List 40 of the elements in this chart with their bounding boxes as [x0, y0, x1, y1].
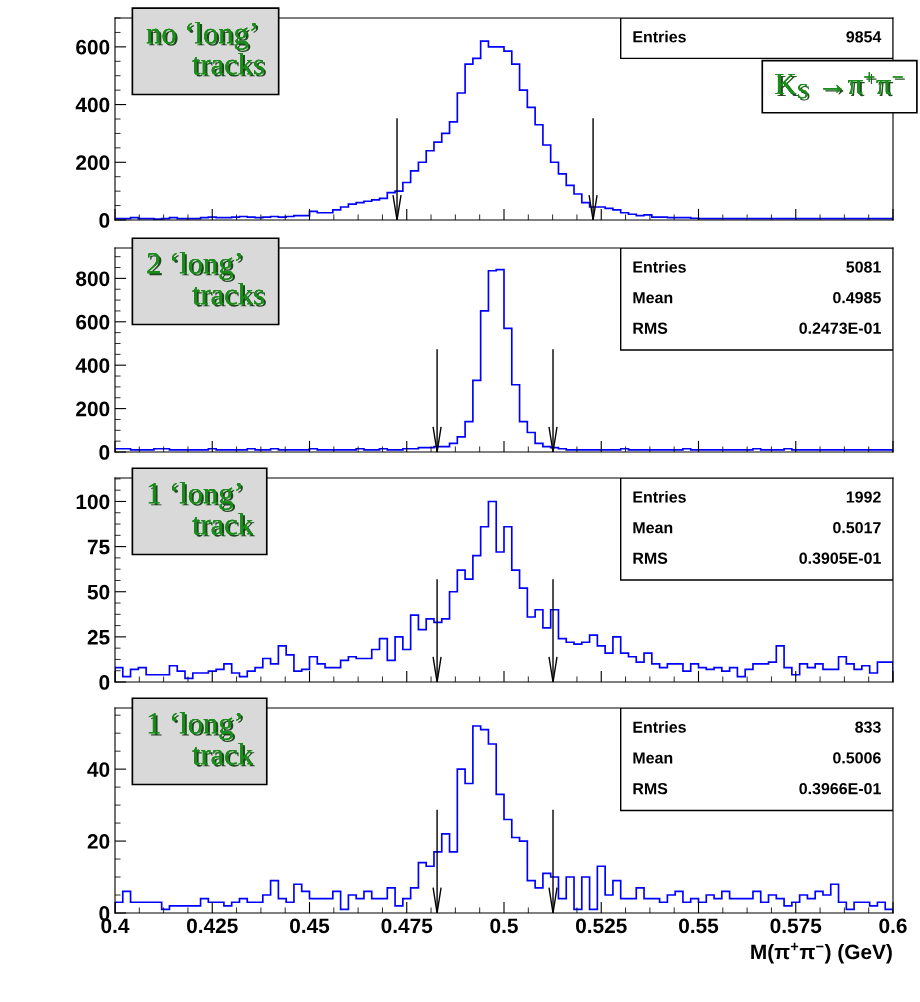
y-tick-label: 600 [76, 314, 110, 330]
x-tick-label: 0.5 [490, 918, 518, 934]
text: RMS 0.3905E-01 [633, 552, 881, 564]
y-tick-label: 400 [75, 358, 110, 373]
y-tick-label: 20 [87, 834, 110, 849]
x-tick-label: 0.475 [381, 918, 433, 934]
text: K$_{S}$ →π$^{+}$π$^{−}$ [775, 72, 905, 101]
text: Mean 0.4985 [633, 291, 881, 304]
y-tick-label: 200 [76, 401, 110, 417]
text: Mean 0.5017 [633, 521, 881, 534]
y-tick-label: 0 [99, 213, 110, 228]
x-tick-label: 0.55 [679, 918, 719, 934]
chart-title: no ‘long’ tracks [146, 22, 266, 77]
y-tick-label: 800 [76, 271, 110, 287]
text: RMS 0.3966E-01 [633, 782, 881, 795]
y-tick-label: 600 [76, 39, 110, 55]
chart-title: 1 ‘long’ track [148, 482, 256, 537]
x-tick-label: 0.45 [290, 918, 330, 934]
y-tick-label: 0 [99, 675, 110, 690]
y-tick-label: 100 [76, 494, 110, 510]
text: Entries 5081 [633, 260, 881, 273]
chart-title: 2 ‘long’ tracks [147, 252, 266, 307]
x-tick-label: 0.425 [187, 918, 238, 934]
y-tick-label: 50 [87, 584, 110, 600]
chart-title: 1 ‘long’ track [148, 712, 256, 767]
y-tick-label: 0 [99, 445, 110, 460]
y-tick-label: 75 [87, 539, 110, 555]
y-tick-label: 400 [75, 97, 110, 113]
x-tick-label: 0.525 [576, 918, 627, 934]
x-axis-title: M(π$^{+}$π$^{−}$) (GeV) [751, 942, 892, 964]
y-tick-label: 25 [87, 629, 110, 645]
y-tick-label: 200 [76, 155, 110, 171]
x-tick-label: 0.6 [879, 918, 907, 934]
y-tick-label: 40 [87, 762, 110, 777]
text: RMS 0.2473E-01 [633, 322, 881, 334]
text: Entries 1992 [633, 490, 881, 503]
text: Entries 9854 [633, 30, 882, 43]
text: Entries 833 [633, 721, 881, 733]
text: Mean 0.5006 [633, 752, 881, 764]
x-tick-label: 0.575 [770, 918, 822, 934]
